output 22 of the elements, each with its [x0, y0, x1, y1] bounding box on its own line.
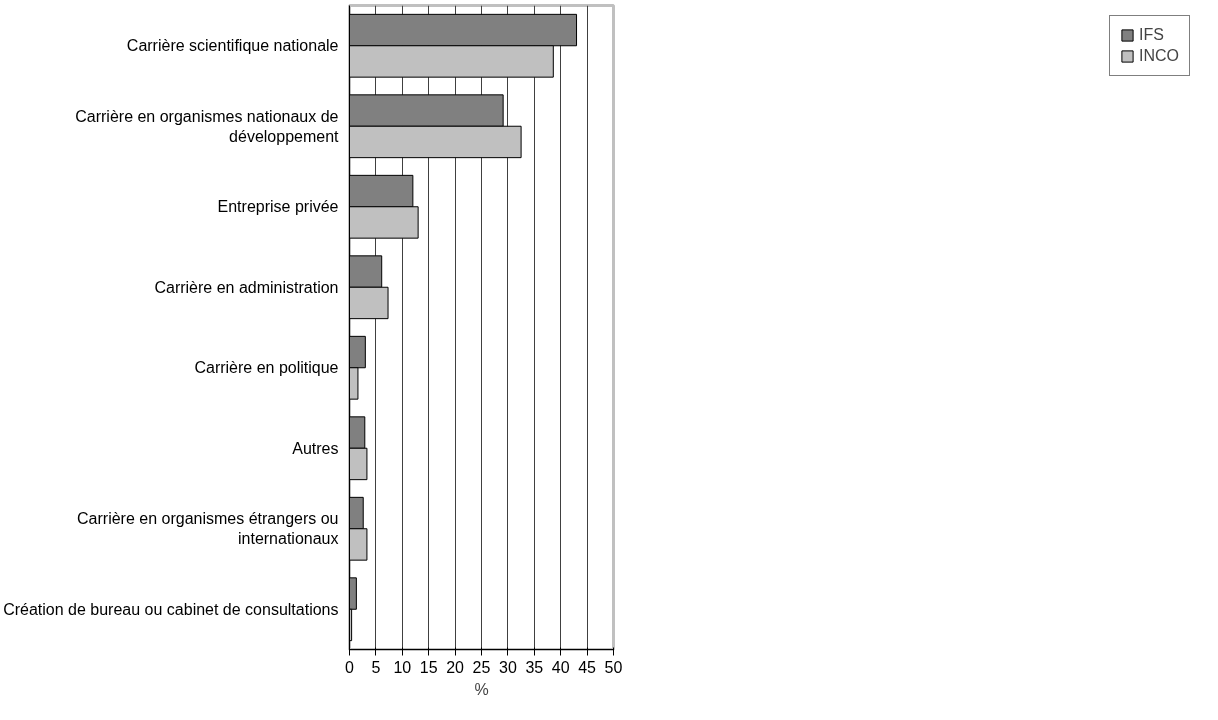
y-tick-label: Entreprise privée	[217, 198, 339, 216]
x-tick-label: 35	[525, 658, 544, 676]
x-tick-label: 20	[446, 658, 465, 676]
legend-label: INCO	[1139, 47, 1179, 65]
x-tick-label: 30	[499, 658, 517, 676]
x-axis-title: %	[474, 680, 489, 698]
y-tick-label: Carrière en organismes étrangers ou internationaux	[77, 510, 339, 548]
y-tick-label: Carrière en politique	[194, 359, 339, 377]
x-tick-label: 10	[393, 658, 412, 676]
x-tick-label: 40	[551, 658, 570, 676]
y-tick-label: Création de bureau ou cabinet de consultations	[3, 600, 339, 618]
y-tick-label: Carrière en administration	[154, 278, 339, 296]
x-tick-label: 15	[419, 658, 438, 676]
x-tick-label: 5	[371, 658, 381, 676]
x-tick-label: 50	[604, 658, 623, 676]
x-tick-label: 0	[345, 658, 355, 676]
y-tick-label: Carrière en organismes nationaux de développement	[75, 107, 340, 145]
legend-label: IFS	[1139, 26, 1164, 44]
y-tick-label: Carrière scientifique nationale	[126, 37, 339, 55]
x-tick-label: 25	[472, 658, 491, 676]
x-tick-label: 45	[578, 658, 597, 676]
y-tick-label: Autres	[292, 439, 339, 457]
